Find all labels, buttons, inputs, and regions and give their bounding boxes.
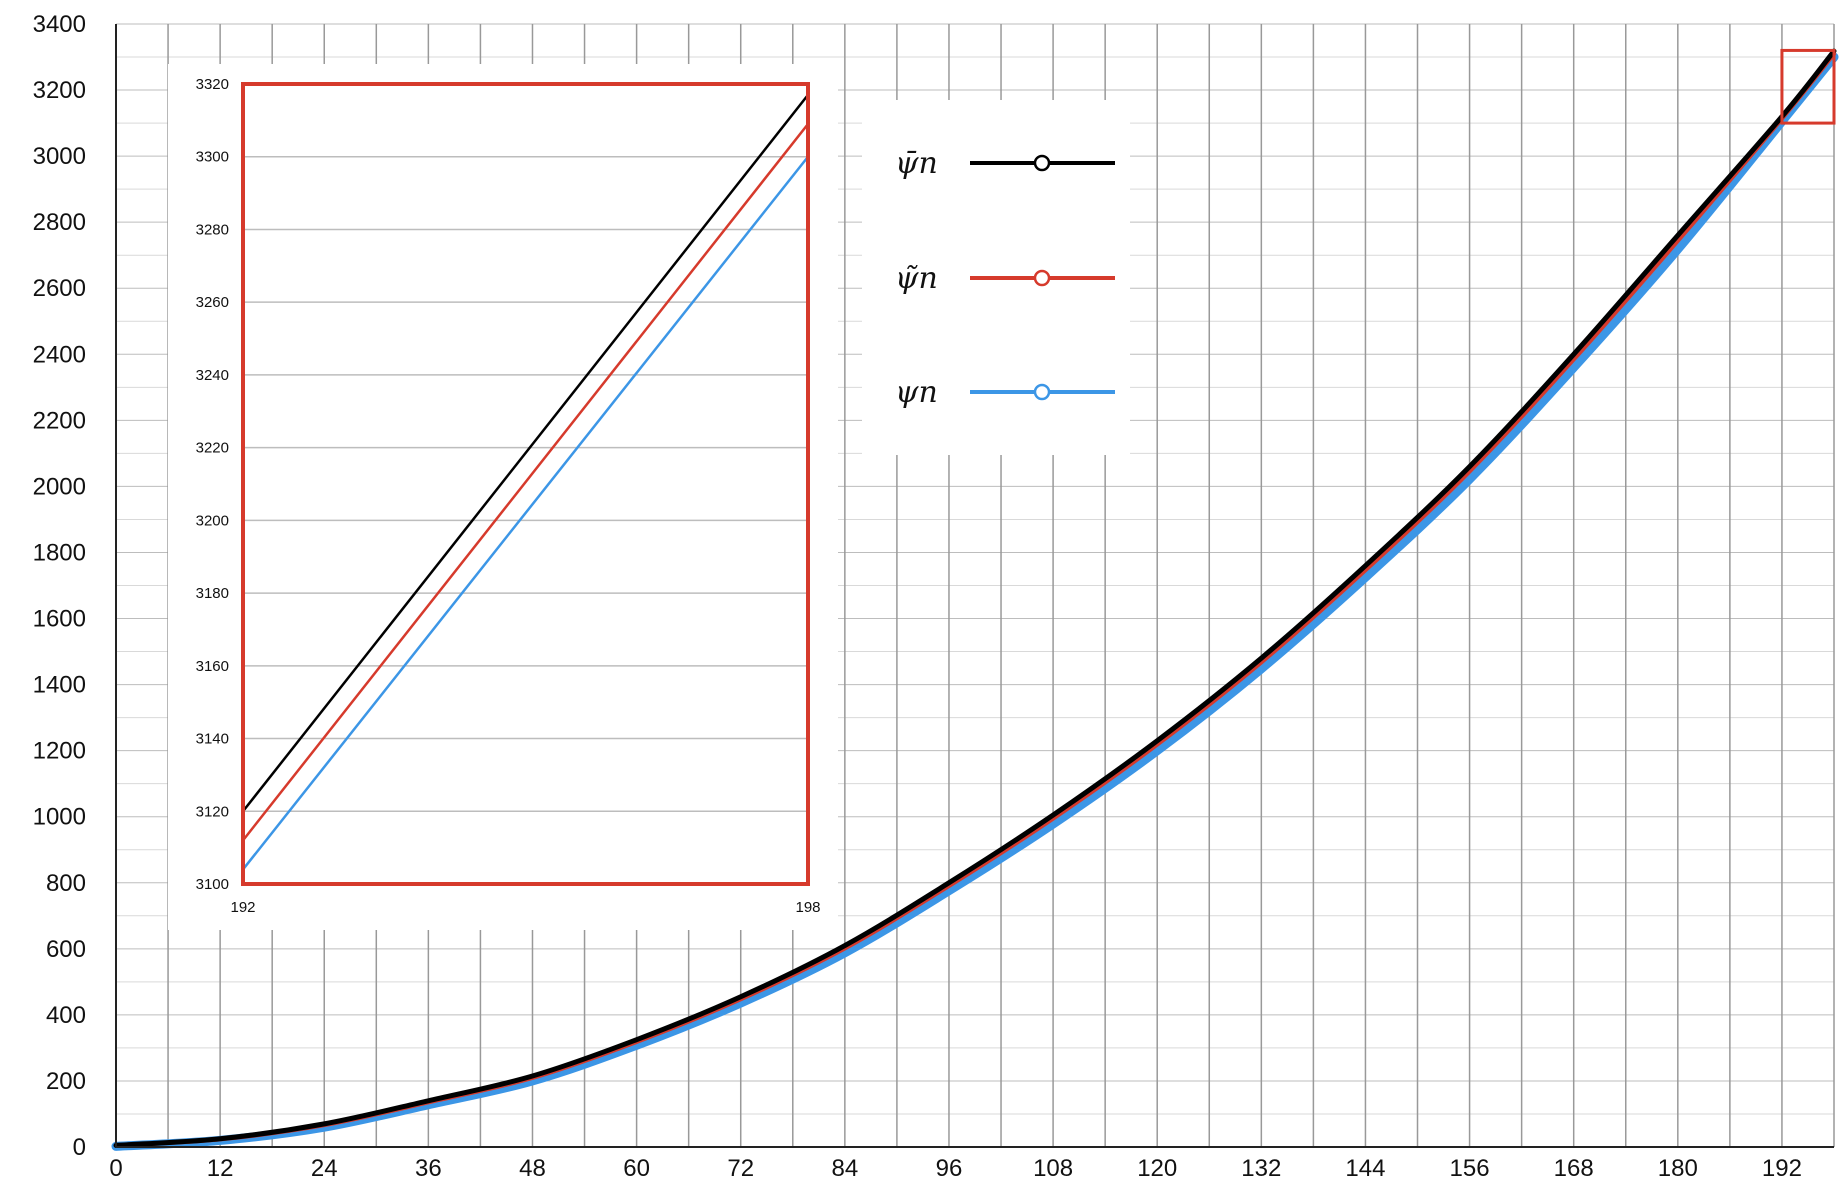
x-tick-label: 96 bbox=[936, 1155, 963, 1182]
x-tick-label: 132 bbox=[1241, 1155, 1281, 1182]
inset-y-tick-label: 3120 bbox=[196, 803, 229, 820]
y-tick-label: 1400 bbox=[33, 672, 86, 699]
x-tick-label: 48 bbox=[519, 1155, 546, 1182]
inset-y-tick-label: 3300 bbox=[196, 149, 229, 166]
x-tick-label: 60 bbox=[623, 1155, 650, 1182]
inset-x-tick-label: 192 bbox=[230, 899, 255, 916]
inset-series-line-0 bbox=[242, 94, 809, 813]
inset-y-tick-label: 3200 bbox=[196, 512, 229, 529]
x-tick-label: 180 bbox=[1658, 1155, 1698, 1182]
x-tick-label: 12 bbox=[207, 1155, 234, 1182]
x-tick-label: 84 bbox=[831, 1155, 858, 1182]
y-tick-label: 0 bbox=[73, 1134, 86, 1161]
x-tick-label: 120 bbox=[1137, 1155, 1177, 1182]
x-tick-label: 36 bbox=[415, 1155, 442, 1182]
inset-x-tick-label: 198 bbox=[795, 899, 820, 916]
legend-label: ψ̃n bbox=[895, 261, 938, 296]
legend-label: ψn bbox=[895, 375, 938, 410]
series-line-0 bbox=[113, 48, 1837, 1148]
series-line-2 bbox=[111, 52, 1839, 1151]
y-tick-label: 3000 bbox=[33, 143, 86, 170]
inset-series-line-2 bbox=[242, 155, 809, 871]
y-tick-label: 1200 bbox=[33, 738, 86, 765]
y-tick-label: 2200 bbox=[33, 407, 86, 434]
inset-y-tick-label: 3100 bbox=[196, 876, 229, 893]
inset-frame bbox=[241, 82, 810, 886]
y-tick-label: 2400 bbox=[33, 341, 86, 368]
y-tick-label: 400 bbox=[46, 1002, 86, 1029]
inset-series-line-1 bbox=[242, 123, 809, 842]
legend-swatch-marker bbox=[1033, 269, 1051, 287]
y-tick-label: 2800 bbox=[33, 209, 86, 236]
x-tick-label: 24 bbox=[311, 1155, 338, 1182]
legend-swatch-marker bbox=[1033, 383, 1051, 401]
inset-y-tick-label: 3260 bbox=[196, 294, 229, 311]
inset-y-tick-label: 3140 bbox=[196, 731, 229, 748]
zoom-highlight-box bbox=[1780, 48, 1836, 125]
inset-y-tick-label: 3320 bbox=[196, 76, 229, 93]
y-tick-label: 1800 bbox=[33, 539, 86, 566]
inset-tick-labels: 3100 3120 3140 3160 3180 3200 3220 3240 3260 3280… bbox=[196, 76, 821, 916]
legend-swatch-marker bbox=[1033, 154, 1051, 172]
inset-y-tick-label: 3160 bbox=[196, 658, 229, 675]
x-tick-label: 168 bbox=[1554, 1155, 1594, 1182]
legend-label: ψ̄n bbox=[895, 146, 938, 181]
x-tick-label: 108 bbox=[1033, 1155, 1073, 1182]
x-tick-label: 156 bbox=[1450, 1155, 1490, 1182]
inset-y-tick-label: 3180 bbox=[196, 585, 229, 602]
x-tick-label: 192 bbox=[1762, 1155, 1802, 1182]
x-tick-label: 144 bbox=[1345, 1155, 1385, 1182]
y-tick-label: 3400 bbox=[33, 11, 86, 38]
y-tick-label: 3200 bbox=[33, 77, 86, 104]
inset-series bbox=[242, 94, 809, 871]
y-tick-label: 800 bbox=[46, 870, 86, 897]
inset-y-tick-label: 3240 bbox=[196, 367, 229, 384]
x-tick-label: 0 bbox=[109, 1155, 122, 1182]
y-tick-label: 200 bbox=[46, 1068, 86, 1095]
y-tick-label: 1000 bbox=[33, 804, 86, 831]
inset-background bbox=[168, 64, 838, 930]
main-axes bbox=[115, 24, 1834, 1148]
y-tick-label: 2600 bbox=[33, 275, 86, 302]
main-tick-labels: 0200400600800100012001400160018002000220… bbox=[33, 11, 1802, 1182]
inset-y-tick-label: 3280 bbox=[196, 221, 229, 238]
y-tick-label: 600 bbox=[46, 936, 86, 963]
main-series bbox=[111, 48, 1839, 1151]
inset-y-tick-label: 3220 bbox=[196, 440, 229, 457]
x-tick-label: 72 bbox=[727, 1155, 754, 1182]
y-tick-label: 1600 bbox=[33, 606, 86, 633]
y-tick-label: 2000 bbox=[33, 473, 86, 500]
inset-chart: 3100 3120 3140 3160 3180 3200 3220 3240 3260 3280… bbox=[168, 64, 838, 930]
legend: ψ̄n ψ̃n ψn bbox=[862, 100, 1130, 455]
